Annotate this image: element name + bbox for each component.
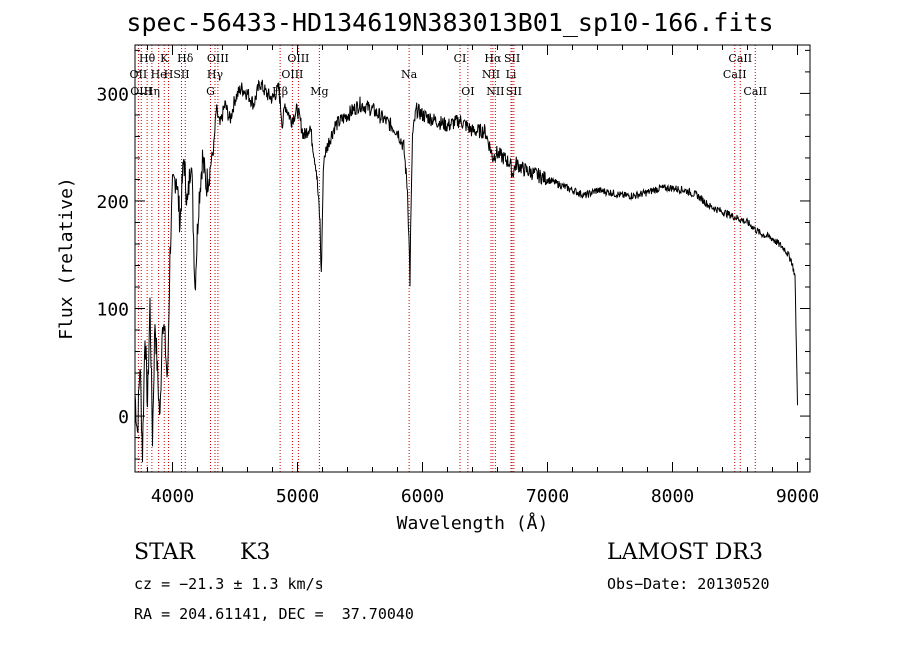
spectral-line-label: OI <box>461 85 474 98</box>
spectral-line-label: He <box>151 68 167 81</box>
y-tick-label: 300 <box>96 84 129 105</box>
x-tick-label: 8000 <box>651 486 694 507</box>
spectral-line-label: NII <box>486 85 504 98</box>
spectral-line-label: CaII <box>728 52 752 65</box>
spectral-line-label: Hθ <box>139 52 156 65</box>
spectral-line-label: SII <box>504 52 520 65</box>
spectral-line-label: H <box>164 68 174 81</box>
spectral-line-label: Li <box>506 68 517 81</box>
spectral-line-label: CaII <box>723 68 747 81</box>
spectral-line-label: Hδ <box>177 52 194 65</box>
spectral-line-label: Hη <box>144 85 160 98</box>
spectral-line-label: NII <box>482 68 500 81</box>
x-axis: 4000 5000 6000 7000 8000 9000 <box>147 45 819 507</box>
y-axis: 0 100 200 300 <box>96 49 810 460</box>
line-markers <box>137 45 756 472</box>
spectral-line-label: K <box>160 52 169 65</box>
spectral-line-label: OIII <box>207 52 229 65</box>
spectral-line-label: OIII <box>281 68 303 81</box>
y-tick-label: 200 <box>96 192 129 213</box>
y-tick-label: 0 <box>118 407 129 428</box>
coordinates: RA = 204.61141, DEC = 37.70040 <box>134 605 414 623</box>
spectral-line-label: Hα <box>484 52 502 65</box>
spectral-line-label: Mg <box>310 85 328 98</box>
spectral-line-label: SII <box>173 68 189 81</box>
x-tick-label: 9000 <box>776 486 819 507</box>
spectral-line-label: CI <box>454 52 467 65</box>
spectral-line-label: G <box>206 85 215 98</box>
spectral-line-label: OIII <box>287 52 309 65</box>
y-axis-label: Flux (relative) <box>56 177 77 340</box>
x-axis-label: Wavelength (Å) <box>397 512 549 534</box>
spectral-line-label: OIII <box>130 85 152 98</box>
plot-frame <box>134 44 811 473</box>
subclass: K3 <box>240 540 271 565</box>
x-tick-label: 6000 <box>401 486 444 507</box>
x-tick-label: 5000 <box>276 486 319 507</box>
spectral-line-label: Na <box>401 68 418 81</box>
survey-label: LAMOST DR3 <box>607 540 763 565</box>
object-type: STAR <box>134 540 195 565</box>
spectral-line-label: CaII <box>743 85 767 98</box>
chart-title: spec-56433-HD134619N383013B01_sp10-166.f… <box>126 8 774 37</box>
spectral-line-label: Hγ <box>207 68 224 81</box>
spectral-line-label: SII <box>506 85 522 98</box>
spectrum-line <box>134 79 798 463</box>
obs-date: Obs−Date: 20130520 <box>607 575 770 593</box>
redshift-text: cz = −21.3 ± 1.3 km/s <box>134 575 324 593</box>
y-tick-label: 100 <box>96 300 129 321</box>
x-tick-label: 7000 <box>526 486 569 507</box>
x-tick-label: 4000 <box>151 486 194 507</box>
spectral-line-label: OII <box>130 68 148 81</box>
